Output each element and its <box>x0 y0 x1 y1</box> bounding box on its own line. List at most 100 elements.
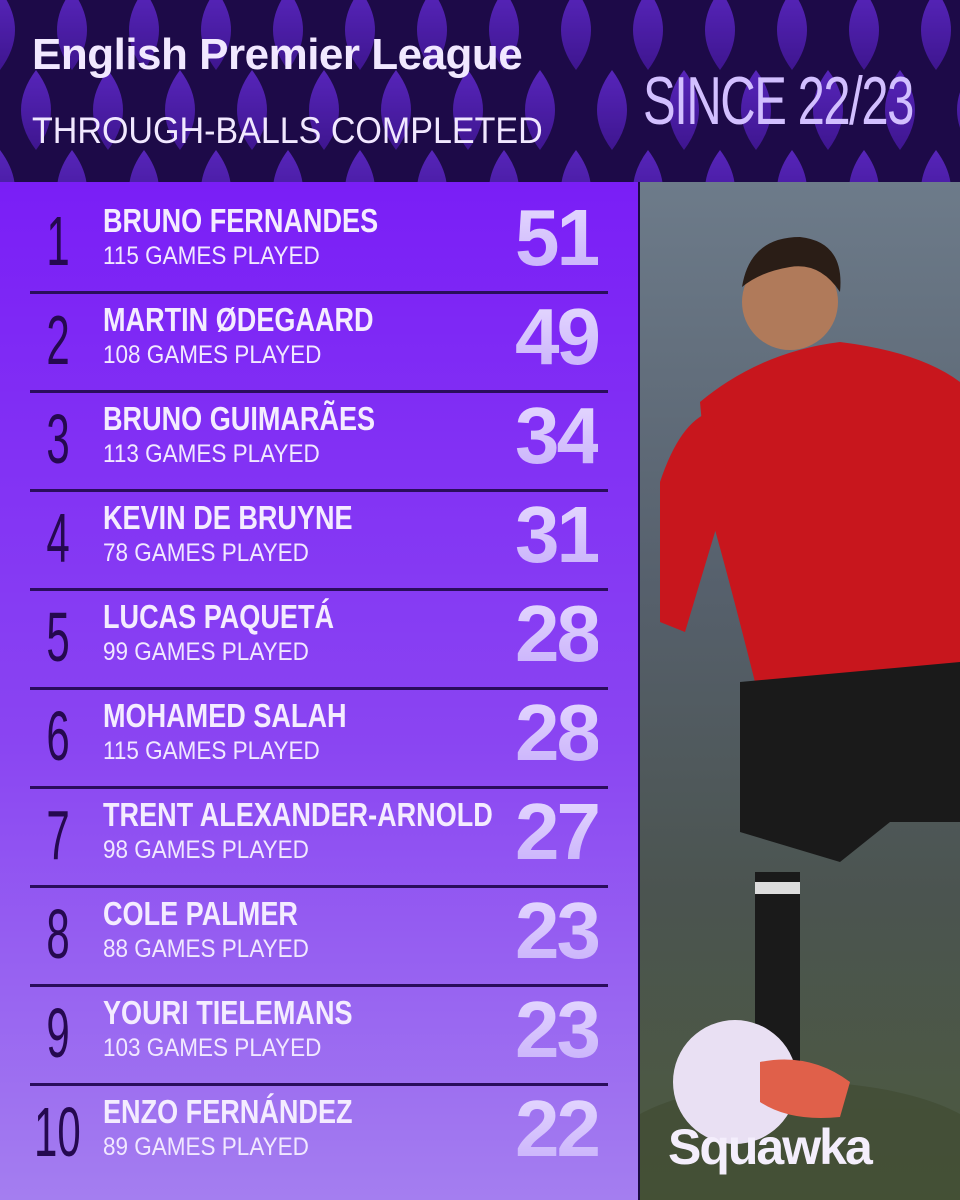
pattern-shape <box>417 0 447 70</box>
since-label: SINCE 22/23 <box>643 63 914 139</box>
player-name: MOHAMED SALAH <box>103 697 347 734</box>
player-name: LUCAS PAQUETÁ <box>103 598 335 635</box>
pattern-shape <box>885 70 915 150</box>
pattern-shape <box>345 0 375 70</box>
pattern-shape <box>489 0 519 70</box>
pattern-shape <box>273 0 303 70</box>
through-balls-value: 23 <box>458 990 601 1070</box>
pattern-shape <box>0 0 15 70</box>
player-name: KEVIN DE BRUYNE <box>103 499 353 536</box>
pattern-shape <box>309 70 339 150</box>
pattern-shape <box>129 0 159 70</box>
rank-number: 8 <box>46 895 70 973</box>
pattern-shape <box>849 0 879 70</box>
pattern-shape <box>57 150 87 182</box>
squawka-logo: Squawka <box>668 1119 873 1175</box>
pattern-shape <box>453 70 483 150</box>
games-played: 115 GAMES PLAYED <box>103 737 320 765</box>
player-name: BRUNO GUIMARÃES <box>103 400 376 437</box>
pattern-shape <box>129 150 159 182</box>
pattern-shape <box>21 70 51 150</box>
table-row: 2 MARTIN ØDEGAARD 108 GAMES PLAYED 49 <box>0 289 638 388</box>
row-divider <box>30 1083 608 1086</box>
header: English Premier League THROUGH-BALLS COM… <box>0 0 960 182</box>
pattern-shape <box>957 92 960 128</box>
pattern-shape <box>669 70 699 150</box>
rank-number: 9 <box>46 994 70 1072</box>
pattern-shape <box>633 0 663 70</box>
subtitle: THROUGH-BALLS COMPLETED <box>32 110 543 151</box>
player-name: MARTIN ØDEGAARD <box>103 301 374 338</box>
row-divider <box>30 489 608 492</box>
rank-number: 2 <box>46 301 70 379</box>
through-balls-value: 23 <box>458 891 601 971</box>
table-row: 7 TRENT ALEXANDER-ARNOLD 98 GAMES PLAYED… <box>0 784 638 883</box>
background-pattern <box>0 0 960 182</box>
row-divider <box>30 588 608 591</box>
row-divider <box>30 885 608 888</box>
player-illustration <box>640 237 960 1200</box>
pattern-shape <box>921 150 951 182</box>
through-balls-value: 27 <box>458 792 601 872</box>
games-played: 99 GAMES PLAYED <box>103 638 309 666</box>
table-row: 9 YOURI TIELEMANS 103 GAMES PLAYED 23 <box>0 982 638 1081</box>
table-row: 4 KEVIN DE BRUYNE 78 GAMES PLAYED 31 <box>0 487 638 586</box>
pattern-shape <box>165 70 195 150</box>
player-photo <box>640 182 960 1200</box>
rank-number: 5 <box>46 598 70 676</box>
through-balls-value: 51 <box>458 198 601 278</box>
player-name: ENZO FERNÁNDEZ <box>103 1093 353 1130</box>
pattern-shape <box>237 70 267 150</box>
through-balls-value: 31 <box>458 495 601 575</box>
rank-number: 3 <box>46 400 70 478</box>
games-played: 98 GAMES PLAYED <box>103 836 309 864</box>
games-played: 115 GAMES PLAYED <box>103 242 320 270</box>
ranking-table: 1 BRUNO FERNANDES 115 GAMES PLAYED 51 2 M… <box>0 182 638 1200</box>
player-name: COLE PALMER <box>103 895 298 932</box>
pattern-shape <box>201 0 231 70</box>
pattern-shape <box>705 0 735 70</box>
player-name: TRENT ALEXANDER-ARNOLD <box>103 796 493 833</box>
pattern-shape <box>849 150 879 182</box>
table-row: 1 BRUNO FERNANDES 115 GAMES PLAYED 51 <box>0 190 638 289</box>
pattern-shape <box>345 150 375 182</box>
games-played: 89 GAMES PLAYED <box>103 1133 309 1161</box>
rank-number: 4 <box>46 499 70 577</box>
pattern-shape <box>201 150 231 182</box>
table-row: 3 BRUNO GUIMARÃES 113 GAMES PLAYED 34 <box>0 388 638 487</box>
row-divider <box>30 291 608 294</box>
rank-number: 10 <box>34 1093 81 1171</box>
pattern-shape <box>633 150 663 182</box>
through-balls-value: 28 <box>458 594 601 674</box>
row-divider <box>30 390 608 393</box>
pattern-shape <box>0 150 15 182</box>
pattern-shape <box>57 0 87 70</box>
pattern-shape <box>381 70 411 150</box>
games-played: 88 GAMES PLAYED <box>103 935 309 963</box>
player-name: BRUNO FERNANDES <box>103 202 379 239</box>
title: English Premier League <box>32 30 523 79</box>
pattern-shape <box>525 70 555 150</box>
games-played: 108 GAMES PLAYED <box>103 341 322 369</box>
through-balls-value: 49 <box>458 297 601 377</box>
table-row: 10 ENZO FERNÁNDEZ 89 GAMES PLAYED 22 <box>0 1081 638 1180</box>
pattern-shape <box>921 0 951 70</box>
through-balls-value: 28 <box>458 693 601 773</box>
pattern-shape <box>93 70 123 150</box>
pattern-shape <box>561 0 591 70</box>
pattern-shape <box>273 150 303 182</box>
pattern-shape <box>777 150 807 182</box>
table-row: 8 COLE PALMER 88 GAMES PLAYED 23 <box>0 883 638 982</box>
pattern-shape <box>597 70 627 150</box>
pattern-shape <box>777 0 807 70</box>
pattern-shape <box>417 150 447 182</box>
pattern-shape <box>813 70 843 150</box>
table-row: 6 MOHAMED SALAH 115 GAMES PLAYED 28 <box>0 685 638 784</box>
rank-number: 1 <box>46 202 70 280</box>
rank-number: 7 <box>46 796 70 874</box>
games-played: 78 GAMES PLAYED <box>103 539 309 567</box>
table-row: 5 LUCAS PAQUETÁ 99 GAMES PLAYED 28 <box>0 586 638 685</box>
row-divider <box>30 984 608 987</box>
row-divider <box>30 687 608 690</box>
player-name: YOURI TIELEMANS <box>103 994 353 1031</box>
